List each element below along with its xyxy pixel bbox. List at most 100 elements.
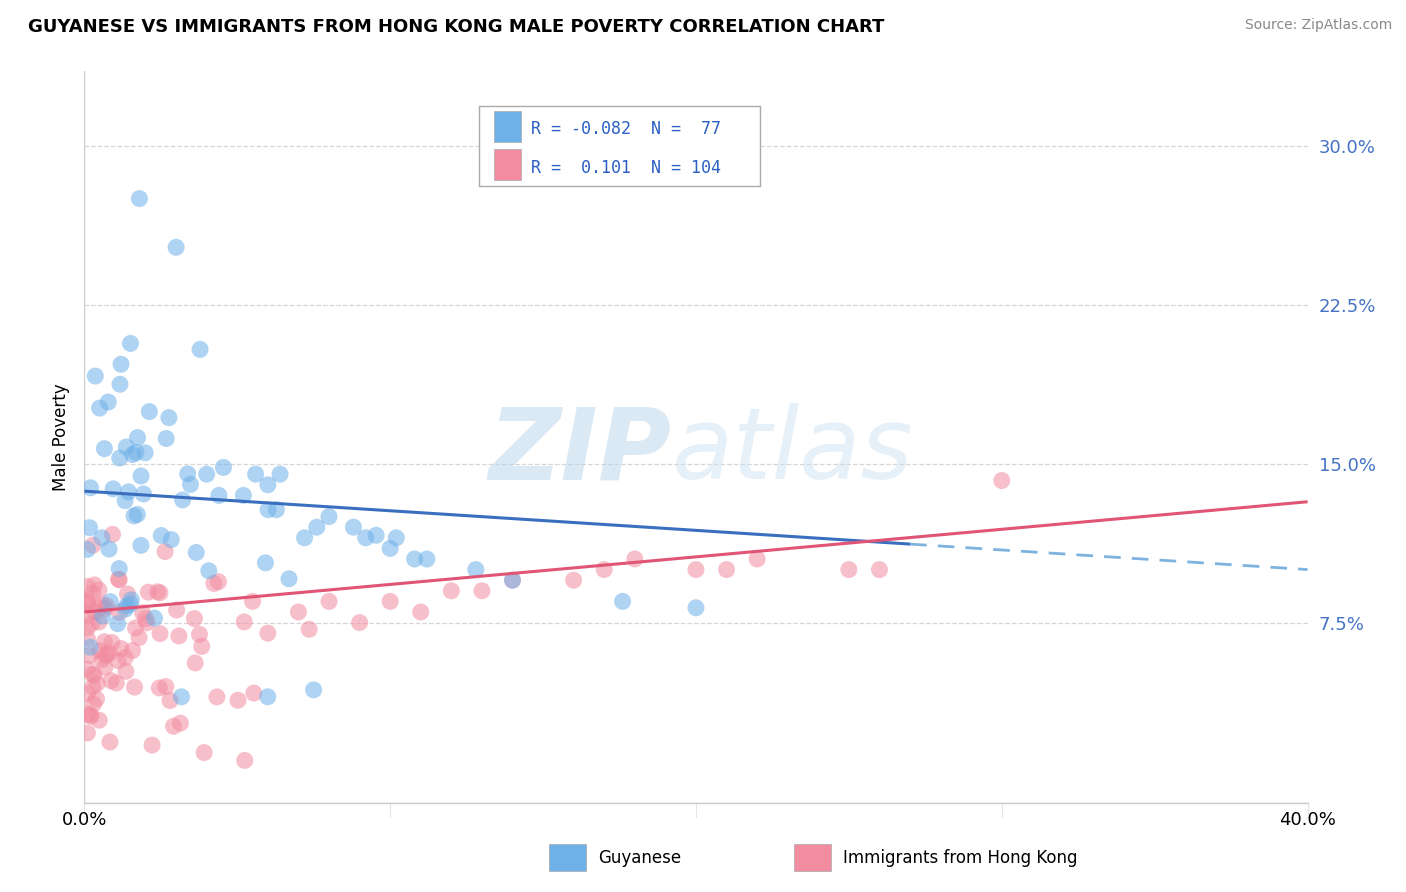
Point [157,410,180,425]
Point [409,605,432,619]
Point [76,579,98,593]
Point [287,605,309,619]
Point [464,563,486,577]
Point [128,631,150,645]
Point [318,594,340,608]
Point [184,656,207,670]
Point [101,635,124,649]
Point [79,648,101,663]
Point [83,697,105,711]
Point [79,521,101,535]
Point [149,586,172,600]
Point [716,563,738,577]
Point [82,680,104,694]
Point [83,668,105,682]
Point [100,673,122,688]
Point [98,542,121,557]
Text: atlas: atlas [672,403,912,500]
Point [101,527,124,541]
FancyBboxPatch shape [479,106,759,186]
Point [87,615,110,629]
Point [108,561,131,575]
Point [127,431,149,445]
Point [440,583,463,598]
Point [298,622,321,636]
Point [76,726,98,740]
Point [91,598,114,612]
Point [98,646,121,660]
FancyBboxPatch shape [794,845,831,871]
Point [232,488,254,502]
Point [93,634,115,648]
Point [233,753,256,767]
Point [115,665,138,679]
Point [90,653,112,667]
Point [747,552,769,566]
Point [179,477,201,491]
Point [243,686,266,700]
Point [107,572,129,586]
Point [108,605,131,619]
Point [404,552,426,566]
Point [838,563,860,577]
Point [166,603,188,617]
Point [143,611,166,625]
Point [245,467,267,482]
Point [205,690,228,704]
Point [98,735,121,749]
Point [502,573,524,587]
Point [117,587,139,601]
Point [86,692,108,706]
Point [110,357,132,371]
Point [188,627,211,641]
Point [136,615,159,630]
Text: Source: ZipAtlas.com: Source: ZipAtlas.com [1244,18,1392,32]
Point [190,640,212,654]
Point [167,629,190,643]
Point [76,597,98,611]
Point [76,632,98,646]
Point [80,709,103,723]
Point [84,369,107,384]
Point [266,502,288,516]
Point [562,573,585,587]
Point [76,594,98,608]
Point [131,606,153,620]
Point [94,660,117,674]
Point [257,502,280,516]
Point [96,599,118,613]
Point [97,395,120,409]
Point [169,716,191,731]
Point [471,583,494,598]
Text: ZIP: ZIP [488,403,672,500]
Point [242,594,264,608]
FancyBboxPatch shape [494,149,522,180]
Point [160,533,183,547]
Point [305,520,328,534]
Point [155,432,177,446]
Point [380,594,402,608]
Point [342,520,364,534]
Point [96,647,118,661]
Point [212,460,235,475]
Point [89,600,111,615]
Point [685,600,707,615]
Point [79,708,101,723]
Point [82,586,104,600]
Point [108,451,131,466]
Point [76,662,98,676]
Point [155,680,177,694]
Point [366,528,388,542]
Point [354,531,377,545]
Text: GUYANESE VS IMMIGRANTS FROM HONG KONG MALE POVERTY CORRELATION CHART: GUYANESE VS IMMIGRANTS FROM HONG KONG MA… [28,18,884,36]
Point [115,440,138,454]
Point [138,404,160,418]
Point [141,738,163,752]
Point [79,640,101,655]
Point [115,599,138,613]
Point [202,576,225,591]
Point [114,493,136,508]
Point [127,508,149,522]
Point [385,531,408,545]
Point [76,595,98,609]
